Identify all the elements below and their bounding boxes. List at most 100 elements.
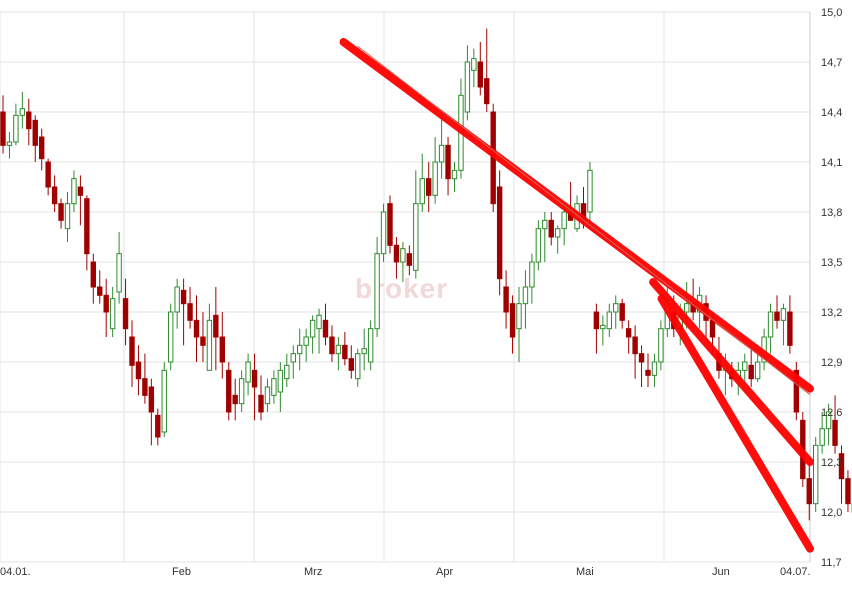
candle (496, 170, 503, 296)
candle (406, 245, 413, 276)
x-tick-label: Mrz (304, 566, 322, 578)
candle (303, 328, 309, 362)
candle (464, 45, 471, 121)
candle-body (832, 419, 838, 446)
candle-body (0, 111, 6, 146)
candle (819, 412, 825, 454)
candle (19, 92, 26, 129)
candle-body (806, 478, 812, 505)
candle-body (793, 369, 800, 413)
candle-body (606, 311, 612, 330)
candle-body (303, 336, 309, 346)
candle (245, 353, 251, 396)
candle (109, 287, 116, 337)
candle-body (393, 244, 400, 263)
candle-body (387, 203, 393, 246)
candle-body (767, 311, 774, 338)
candle-body (542, 219, 548, 230)
candle (793, 362, 800, 421)
candle (90, 253, 96, 304)
candle (432, 137, 438, 204)
candle (271, 370, 277, 404)
candle (355, 348, 361, 387)
candle (64, 192, 71, 242)
candle (193, 295, 200, 362)
candle-body (477, 61, 484, 88)
candle-body (58, 203, 64, 221)
candle (400, 242, 406, 282)
candle (142, 353, 148, 404)
candles (0, 28, 852, 521)
candle-body (625, 328, 632, 338)
candle-body (13, 114, 19, 143)
y-tick-label: 14,4 (821, 107, 842, 119)
candle-body (613, 303, 619, 313)
candle (374, 237, 380, 337)
candle (258, 375, 264, 421)
candle (393, 237, 400, 279)
candle-body (226, 369, 232, 413)
candle-body (825, 411, 832, 430)
candle-body (471, 58, 477, 71)
candle-body (84, 198, 90, 255)
candle (438, 112, 445, 179)
candle-body (406, 253, 413, 266)
candle-body (484, 78, 490, 105)
candle-body (619, 303, 625, 321)
candle (135, 345, 142, 396)
y-tick-label: 15,0 (821, 7, 842, 19)
candle (600, 315, 606, 346)
candle (290, 345, 296, 379)
candle-body (355, 353, 361, 380)
candle-body (71, 178, 77, 205)
candle-body (155, 414, 161, 438)
candle (619, 298, 625, 329)
candle (84, 195, 90, 271)
candle (238, 370, 245, 412)
candle-body (561, 211, 567, 230)
candle-body (819, 428, 825, 446)
candle (813, 437, 819, 512)
candle (780, 303, 787, 346)
candle (419, 153, 425, 212)
y-tick-label: 14,1 (821, 157, 842, 169)
candle-body (593, 311, 600, 330)
candle-body (26, 111, 32, 130)
candle-body (516, 303, 522, 330)
candle-body (496, 186, 503, 280)
candle-body (503, 286, 509, 313)
candle (529, 253, 535, 304)
candle-body (684, 303, 690, 313)
candle (748, 345, 754, 387)
candle-body (658, 328, 664, 363)
candle-body (264, 386, 271, 405)
candle-body (316, 314, 322, 330)
candle (6, 132, 13, 159)
candle-body (251, 369, 258, 388)
candle-body (329, 336, 335, 355)
candle (522, 270, 529, 329)
trendline (657, 294, 814, 553)
candle (658, 320, 664, 371)
candle-body (754, 361, 761, 380)
candle-body (361, 348, 367, 355)
candle-body (187, 303, 193, 321)
candle (606, 303, 612, 337)
candle-body (97, 286, 103, 296)
candle (593, 303, 600, 354)
candle-body (180, 289, 187, 305)
candle (97, 270, 103, 304)
x-axis: 04.01. Feb Mrz Apr Mai Jun 04.07. (0, 566, 811, 578)
candle-body (787, 311, 793, 346)
candle (219, 312, 226, 379)
candle-body (238, 378, 245, 405)
candle-body (426, 178, 432, 196)
x-tick-label: Apr (436, 566, 453, 578)
candle-body (129, 336, 135, 366)
candle-body (774, 311, 780, 321)
candle (348, 345, 355, 379)
candle (26, 98, 32, 146)
candle (367, 320, 374, 371)
candle (168, 303, 174, 371)
